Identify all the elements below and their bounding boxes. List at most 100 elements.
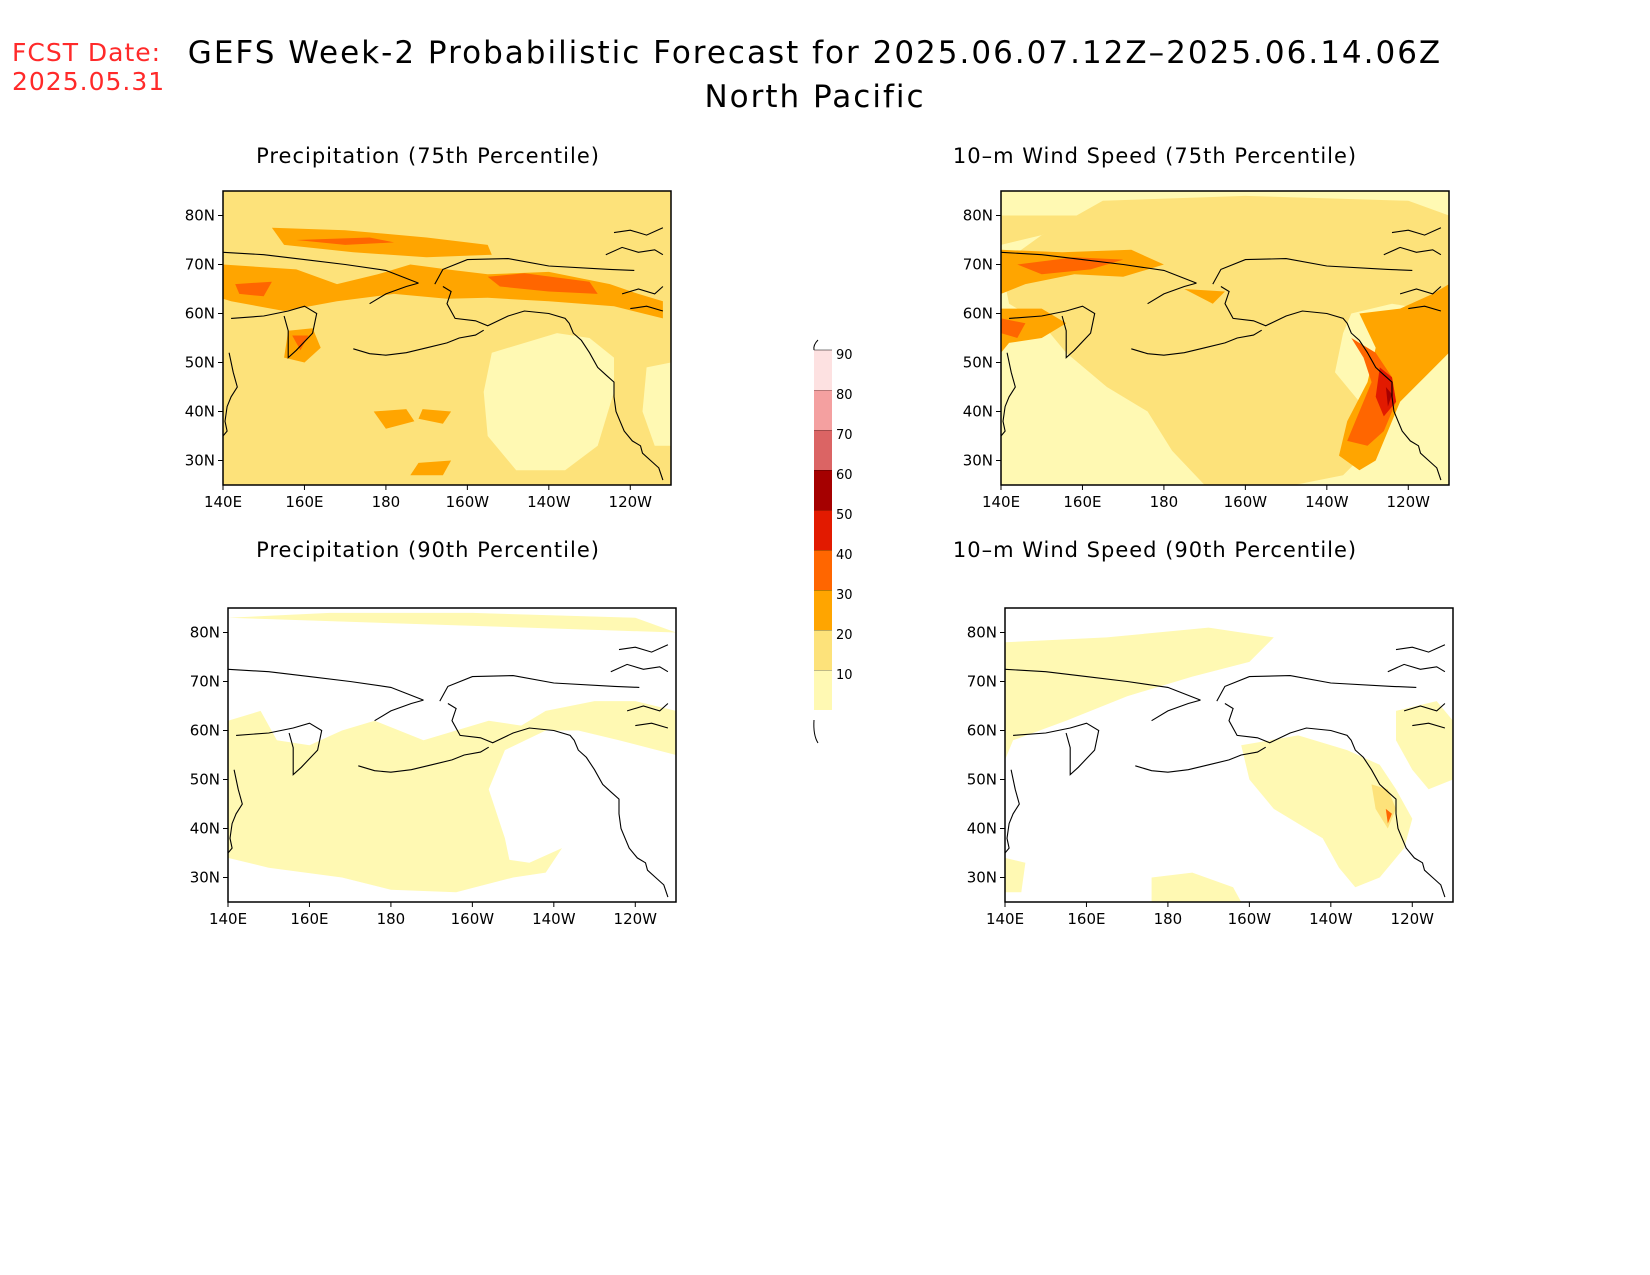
colorbar-label-60: 60 <box>836 468 853 483</box>
lon-label: 140W <box>1305 493 1349 511</box>
map-precip-75: 140E 160E 180 160W 140W 120W 80N 70N 60N 50N 40N 30… <box>185 190 672 511</box>
coastline <box>1224 703 1446 898</box>
probability-area-level_20 <box>1001 215 1083 245</box>
lat-label: 70N <box>190 673 220 691</box>
colorbar-label-20: 20 <box>836 628 853 643</box>
colorbar-label-90: 90 <box>836 348 853 363</box>
coastline <box>1212 258 1413 285</box>
probability-area-level_10 <box>483 333 614 471</box>
lat-label: 30N <box>967 869 997 887</box>
panel-title-precip-90: Precipitation (90th Percentile) <box>256 538 600 562</box>
colorbar-box-90 <box>814 350 832 390</box>
coastline <box>1216 675 1417 702</box>
coastline <box>1013 722 1100 776</box>
lon-label: 160E <box>1063 493 1101 511</box>
coastline <box>228 769 243 854</box>
probability-area-level_30 <box>1001 249 1164 294</box>
lat-label: 40N <box>185 403 215 421</box>
lon-label: 160E <box>285 493 323 511</box>
coastlines <box>223 227 664 481</box>
probability-area-level_10 <box>1005 857 1026 893</box>
coastline <box>605 246 664 256</box>
coastline <box>1220 286 1442 481</box>
lat-label: 30N <box>190 869 220 887</box>
coastline <box>1387 663 1446 673</box>
colorbar-top-cap <box>813 339 819 351</box>
coastline <box>1001 352 1016 437</box>
probability-area-level_10 <box>1396 701 1453 790</box>
lat-label: 70N <box>185 256 215 274</box>
lat-label: 40N <box>963 403 993 421</box>
colorbar-box-80 <box>814 390 832 430</box>
coastline <box>223 251 419 284</box>
colorbar-label-10: 10 <box>836 668 853 683</box>
lon-label: 180 <box>372 493 401 511</box>
coastline <box>442 286 664 481</box>
lon-label: 180 <box>377 910 406 928</box>
coastline <box>434 258 635 285</box>
probability-area-level_10 <box>642 362 671 446</box>
colorbar-box-20 <box>814 630 832 670</box>
coastline <box>613 227 664 236</box>
lon-label: 140W <box>1309 910 1353 928</box>
coastlines <box>1001 227 1442 481</box>
colorbar-bottom-cap <box>813 719 819 744</box>
lat-label: 50N <box>967 771 997 789</box>
lon-label: 160W <box>446 493 490 511</box>
colorbar: 10 20 30 40 50 60 70 80 90 <box>813 339 853 744</box>
map-wind-75: 140E 160E 180 160W 140W 120W 80N 70N 60N 50N 40N 30… <box>963 190 1450 511</box>
coastline <box>1005 769 1020 854</box>
coastline <box>1005 668 1201 701</box>
coastline <box>1412 722 1446 729</box>
coastline <box>358 746 489 773</box>
lon-label: 120W <box>614 910 658 928</box>
probability-area-level_40 <box>1385 808 1392 824</box>
shading-layer <box>223 191 671 485</box>
coastline <box>626 703 669 712</box>
coastline <box>1383 246 1442 256</box>
lat-label: 80N <box>967 624 997 642</box>
shading-layer <box>1001 191 1449 485</box>
colorbar-box-30 <box>814 590 832 630</box>
lat-label: 60N <box>963 305 993 323</box>
coastline <box>635 722 669 729</box>
panel-title-wind-90: 10–m Wind Speed (90th Percentile) <box>952 538 1358 562</box>
coastline <box>1009 305 1096 359</box>
lon-label: 120W <box>1391 910 1435 928</box>
coastline <box>1147 282 1197 305</box>
coastline <box>223 352 238 437</box>
lon-label: 160W <box>1224 493 1268 511</box>
panel-title-wind-75: 10–m Wind Speed (75th Percentile) <box>952 144 1358 168</box>
colorbar-label-40: 40 <box>836 548 853 563</box>
colorbar-box-60 <box>814 470 832 510</box>
lon-label: 120W <box>1387 493 1431 511</box>
probability-area-level_40 <box>235 281 272 297</box>
map-precip-90: 140E 160E 180 160W 140W 120W 80N 70N 60N 50N 40N 30… <box>190 607 677 928</box>
colorbar-box-10 <box>814 670 832 710</box>
lat-label: 30N <box>963 452 993 470</box>
lon-label: 160E <box>1067 910 1105 928</box>
coastline <box>369 282 419 305</box>
probability-area-level_30 <box>418 409 452 424</box>
lat-label: 70N <box>963 256 993 274</box>
probability-area-level_10 <box>496 848 562 878</box>
probability-area-level_10 <box>1241 735 1413 888</box>
coastline <box>353 329 484 356</box>
coastline <box>228 668 424 701</box>
lat-label: 50N <box>190 771 220 789</box>
colorbar-label-30: 30 <box>836 588 853 603</box>
coastline <box>439 675 640 702</box>
page-title: GEFS Week-2 Probabilistic Forecast for 2… <box>187 35 1443 71</box>
lon-label: 140E <box>209 910 247 928</box>
coastline <box>231 305 318 359</box>
lon-label: 140W <box>532 910 576 928</box>
colorbar-box-70 <box>814 430 832 470</box>
colorbar-box-40 <box>814 550 832 590</box>
coastline <box>447 703 669 898</box>
lon-label: 120W <box>609 493 653 511</box>
coastline <box>236 722 323 776</box>
lon-label: 140E <box>982 493 1020 511</box>
coastline <box>1395 644 1446 653</box>
coastlines <box>228 644 669 898</box>
probability-area-level_40 <box>292 335 309 351</box>
